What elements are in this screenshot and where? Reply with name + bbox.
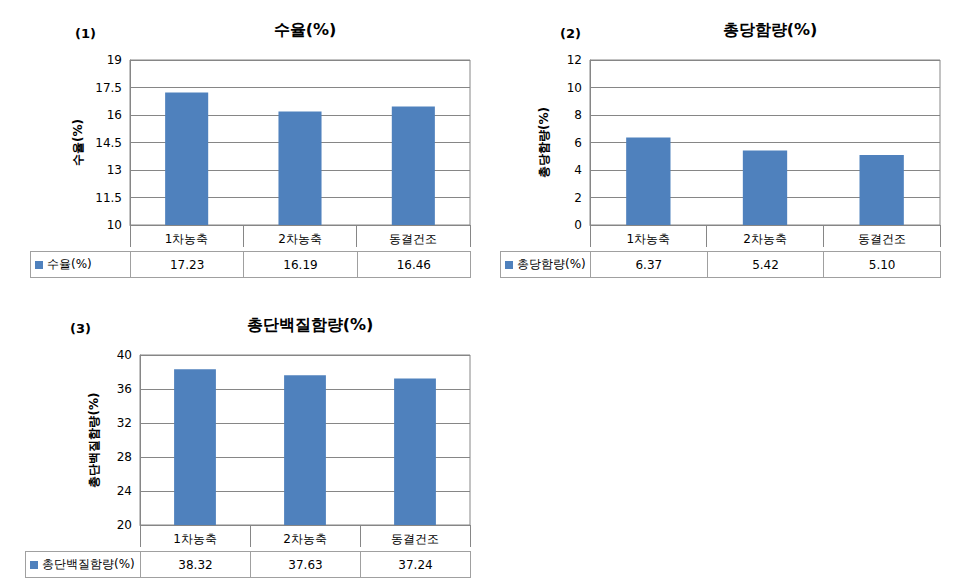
html-text:6.37: 6.37	[635, 257, 663, 272]
svg-text:0: 0	[574, 218, 582, 232]
svg-text:10: 10	[107, 218, 122, 232]
svg-text:17.5: 17.5	[95, 81, 122, 95]
html-text:5.10: 5.10	[868, 257, 896, 272]
svg-text:2: 2	[574, 191, 582, 205]
svg-text:1차농축: 1차농축	[627, 232, 671, 246]
html-text:16.19: 16.19	[283, 257, 318, 272]
svg-text:(3): (3)	[70, 321, 91, 336]
svg-text:40: 40	[117, 348, 132, 362]
html-text:총당함량(%): 총당함량(%)	[517, 257, 586, 271]
svg-text:19: 19	[107, 53, 122, 67]
svg-text:8: 8	[574, 108, 582, 122]
html-text:5.42: 5.42	[752, 257, 779, 272]
svg-text:동결건조: 동결건조	[389, 232, 437, 246]
html-text:38.32: 38.32	[178, 557, 213, 572]
svg-text:2차농축: 2차농축	[743, 232, 787, 246]
svg-text:16: 16	[107, 108, 122, 122]
svg-text:2차농축: 2차농축	[283, 532, 327, 546]
svg-text:2차농축: 2차농축	[278, 232, 322, 246]
html-text:17.23: 17.23	[170, 257, 205, 272]
svg-text:24: 24	[117, 484, 132, 498]
svg-text:1차농축: 1차농축	[165, 232, 209, 246]
svg-text:수율(%): 수율(%)	[71, 119, 85, 166]
html-text:총단백질함량(%): 총단백질함량(%)	[42, 557, 135, 571]
svg-text:28: 28	[117, 450, 132, 464]
svg-text:동결건조: 동결건조	[391, 532, 439, 546]
svg-text:4: 4	[574, 163, 582, 177]
svg-text:6: 6	[574, 136, 582, 150]
svg-text:12: 12	[567, 53, 582, 67]
svg-text:동결건조: 동결건조	[858, 232, 906, 246]
html-text:수율(%): 수율(%)	[47, 257, 92, 271]
svg-text:36: 36	[117, 382, 132, 396]
svg-text:11.5: 11.5	[95, 191, 122, 205]
svg-text:총당함량(%): 총당함량(%)	[537, 107, 551, 178]
svg-text:총당함량(%): 총당함량(%)	[723, 20, 818, 39]
svg-text:(2): (2)	[560, 26, 581, 41]
svg-text:14.5: 14.5	[95, 136, 122, 150]
svg-text:총단백질함량(%): 총단백질함량(%)	[87, 393, 101, 488]
svg-text:수율(%): 수율(%)	[274, 20, 337, 39]
svg-text:1차농축: 1차농축	[173, 532, 217, 546]
svg-text:10: 10	[567, 81, 582, 95]
svg-text:20: 20	[117, 518, 132, 532]
svg-text:(1): (1)	[75, 26, 96, 41]
html-text:16.46: 16.46	[396, 257, 431, 272]
html-text:37.63: 37.63	[288, 557, 323, 572]
svg-text:총단백질함량(%): 총단백질함량(%)	[247, 315, 374, 334]
html-text:37.24: 37.24	[398, 557, 433, 572]
svg-text:13: 13	[107, 163, 122, 177]
svg-text:32: 32	[117, 416, 132, 430]
